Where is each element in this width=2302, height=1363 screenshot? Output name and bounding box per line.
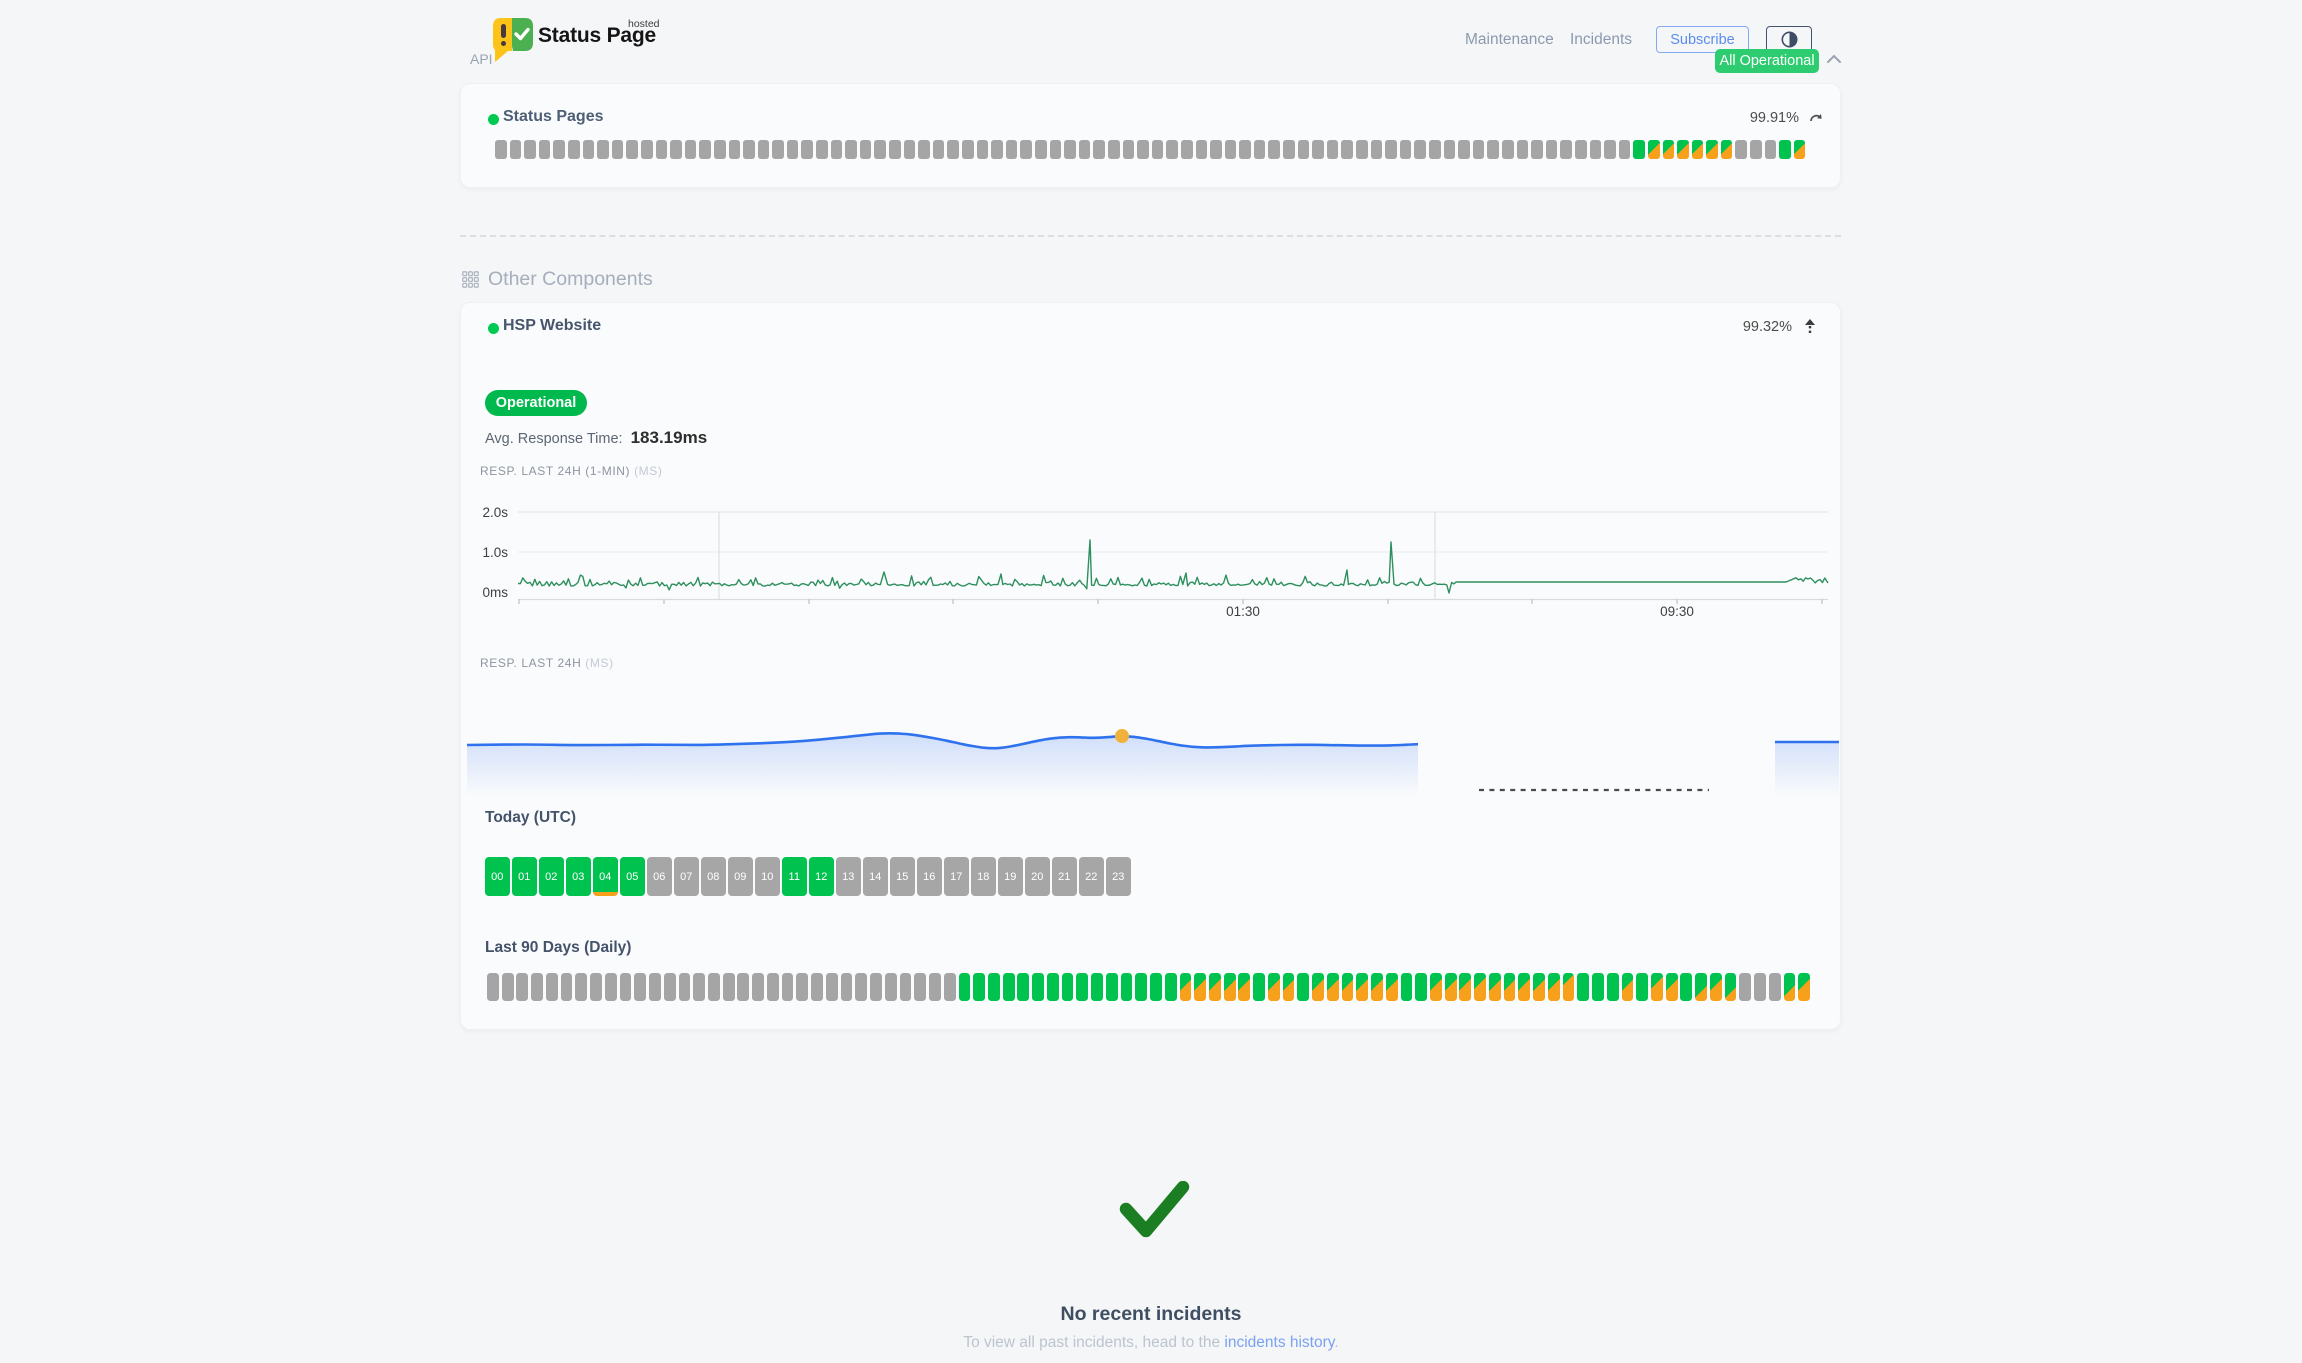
svg-text:09:30: 09:30 <box>1660 604 1694 619</box>
svg-text:2.0s: 2.0s <box>482 505 508 520</box>
svg-text:0ms: 0ms <box>482 585 508 600</box>
svg-text:1.0s: 1.0s <box>482 545 508 560</box>
svg-text:01:30: 01:30 <box>1226 604 1260 619</box>
